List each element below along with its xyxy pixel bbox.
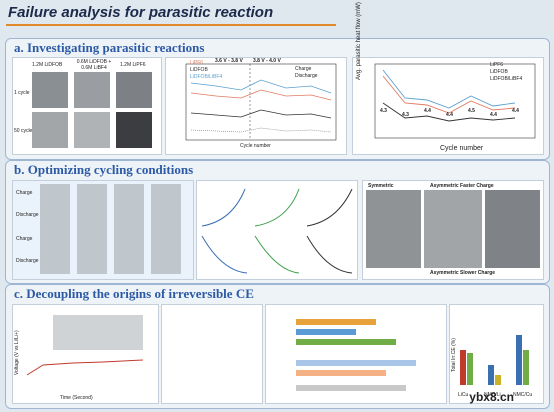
chart1 xyxy=(185,63,337,141)
micrograph xyxy=(485,190,540,268)
label: Asymmetric Faster Charge xyxy=(430,183,494,189)
chart-panel xyxy=(352,57,544,155)
legend: LiDFOB/LiBF4 xyxy=(190,74,223,80)
schematic-art xyxy=(40,184,188,274)
schematic xyxy=(161,304,263,404)
title: Failure analysis for parasitic reaction xyxy=(8,4,274,21)
voltage-panel xyxy=(12,304,159,404)
x-axis-label: Time (Second) xyxy=(60,395,93,401)
x-axis-label: Cycle number xyxy=(440,145,484,152)
legend: Discharge xyxy=(295,73,318,79)
label: Charge xyxy=(16,190,33,196)
annotation: 4.4 xyxy=(446,112,453,118)
micrograph xyxy=(366,190,421,268)
legend: LiPF6 xyxy=(490,62,504,68)
micrograph xyxy=(116,72,152,108)
group: NMC/Li xyxy=(484,392,501,398)
chart2 xyxy=(374,63,536,139)
legend: LiDFOB/LiBF4 xyxy=(490,76,523,82)
label: 1 cycle xyxy=(14,90,30,96)
group: NMC/Cu xyxy=(513,392,533,398)
micrograph xyxy=(74,112,110,148)
micrograph xyxy=(32,72,68,108)
y-axis-label: Total Irr.CE (%) xyxy=(451,338,457,372)
micrograph xyxy=(424,190,482,268)
watermark: ybx8.cn xyxy=(469,390,514,404)
section-heading: b. Optimizing cycling conditions xyxy=(14,162,194,177)
micrograph xyxy=(32,112,68,148)
window: 3.8 V - 4.0 V xyxy=(253,58,281,64)
legend: LiPF6 xyxy=(190,60,204,66)
label: 1.2M LiPF6 xyxy=(120,62,146,68)
legend: LiDFOB xyxy=(190,67,208,73)
annotation: 4.4 xyxy=(490,112,497,118)
annotation: 4.3 xyxy=(402,112,409,118)
group: LiCu xyxy=(458,392,469,398)
title-underline xyxy=(6,24,336,26)
label: 0.6M LiDFOB + 0.6M LiBF4 xyxy=(76,59,112,71)
section-heading: c. Decoupling the origins of irreversibl… xyxy=(14,286,254,301)
irr-ce xyxy=(460,335,529,385)
breakdown xyxy=(296,319,416,391)
curves-panel xyxy=(196,180,358,280)
label: Symmetric xyxy=(368,183,394,189)
micrograph xyxy=(116,112,152,148)
label: 1.2M LiDFOB xyxy=(32,62,63,68)
label: Charge xyxy=(16,236,33,242)
irr-ce-panel xyxy=(449,304,544,404)
section-heading: a. Investigating parasitic reactions xyxy=(14,40,205,55)
curves xyxy=(201,188,353,274)
annotation: 4.5 xyxy=(468,108,475,114)
window: 3.6 V - 3.8 V xyxy=(215,58,243,64)
chart-panel xyxy=(165,57,347,155)
x-axis-label: Cycle number xyxy=(240,143,271,149)
y-axis-label: Avg. parasitic heat flow (mW) xyxy=(356,2,362,80)
label: Asymmetric Slower Charge xyxy=(430,270,496,276)
bar-breakdown xyxy=(265,304,447,404)
annotation: 4.4 xyxy=(424,108,431,114)
y-axis-label: Voltage (V vs Li/Li+) xyxy=(14,330,20,375)
annotation: 4.3 xyxy=(380,108,387,114)
label: 50 cycles xyxy=(14,128,35,134)
micrograph xyxy=(74,72,110,108)
label: Discharge xyxy=(16,212,39,218)
legend: Charge xyxy=(295,66,312,72)
legend: LiDFOB xyxy=(490,69,508,75)
voltage xyxy=(26,315,144,376)
annotation: 4.4 xyxy=(512,108,519,114)
label: Discharge xyxy=(16,258,39,264)
